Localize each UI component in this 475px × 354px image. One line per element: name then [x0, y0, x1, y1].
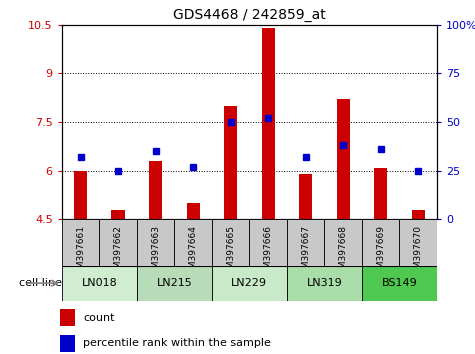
Bar [137, 219, 174, 266]
Text: percentile rank within the sample: percentile rank within the sample [83, 338, 271, 348]
Bar [224, 106, 237, 219]
Bar [362, 266, 437, 301]
Text: GSM397670: GSM397670 [414, 225, 423, 280]
Text: GSM397662: GSM397662 [114, 225, 123, 280]
Bar [337, 99, 350, 219]
Text: LN319: LN319 [306, 278, 342, 288]
Text: GSM397661: GSM397661 [76, 225, 85, 280]
Text: GSM397665: GSM397665 [226, 225, 235, 280]
Bar [412, 210, 425, 219]
Bar [249, 219, 287, 266]
Text: LN229: LN229 [231, 278, 267, 288]
Bar [187, 203, 200, 219]
Text: count: count [83, 313, 114, 323]
Bar [212, 219, 249, 266]
Bar [174, 219, 212, 266]
Bar [62, 266, 137, 301]
Text: GSM397666: GSM397666 [264, 225, 273, 280]
Bar [399, 219, 437, 266]
Bar [212, 266, 287, 301]
Bar [74, 171, 87, 219]
Bar [62, 219, 99, 266]
Bar [149, 161, 162, 219]
Text: GSM397667: GSM397667 [301, 225, 310, 280]
Bar [299, 174, 312, 219]
Text: BS149: BS149 [381, 278, 418, 288]
Text: GSM397669: GSM397669 [376, 225, 385, 280]
Text: LN215: LN215 [156, 278, 192, 288]
Bar [60, 309, 76, 326]
Text: GSM397664: GSM397664 [189, 225, 198, 280]
Bar [362, 219, 399, 266]
Bar [112, 210, 124, 219]
Bar [60, 335, 76, 352]
Bar [324, 219, 362, 266]
Text: GSM397668: GSM397668 [339, 225, 348, 280]
Text: GSM397663: GSM397663 [151, 225, 160, 280]
Bar [262, 28, 275, 219]
Text: cell line: cell line [19, 278, 62, 288]
Text: LN018: LN018 [81, 278, 117, 288]
Bar [137, 266, 212, 301]
Bar [287, 219, 324, 266]
Bar [99, 219, 137, 266]
Bar [374, 167, 387, 219]
Bar [287, 266, 362, 301]
Title: GDS4468 / 242859_at: GDS4468 / 242859_at [173, 8, 326, 22]
